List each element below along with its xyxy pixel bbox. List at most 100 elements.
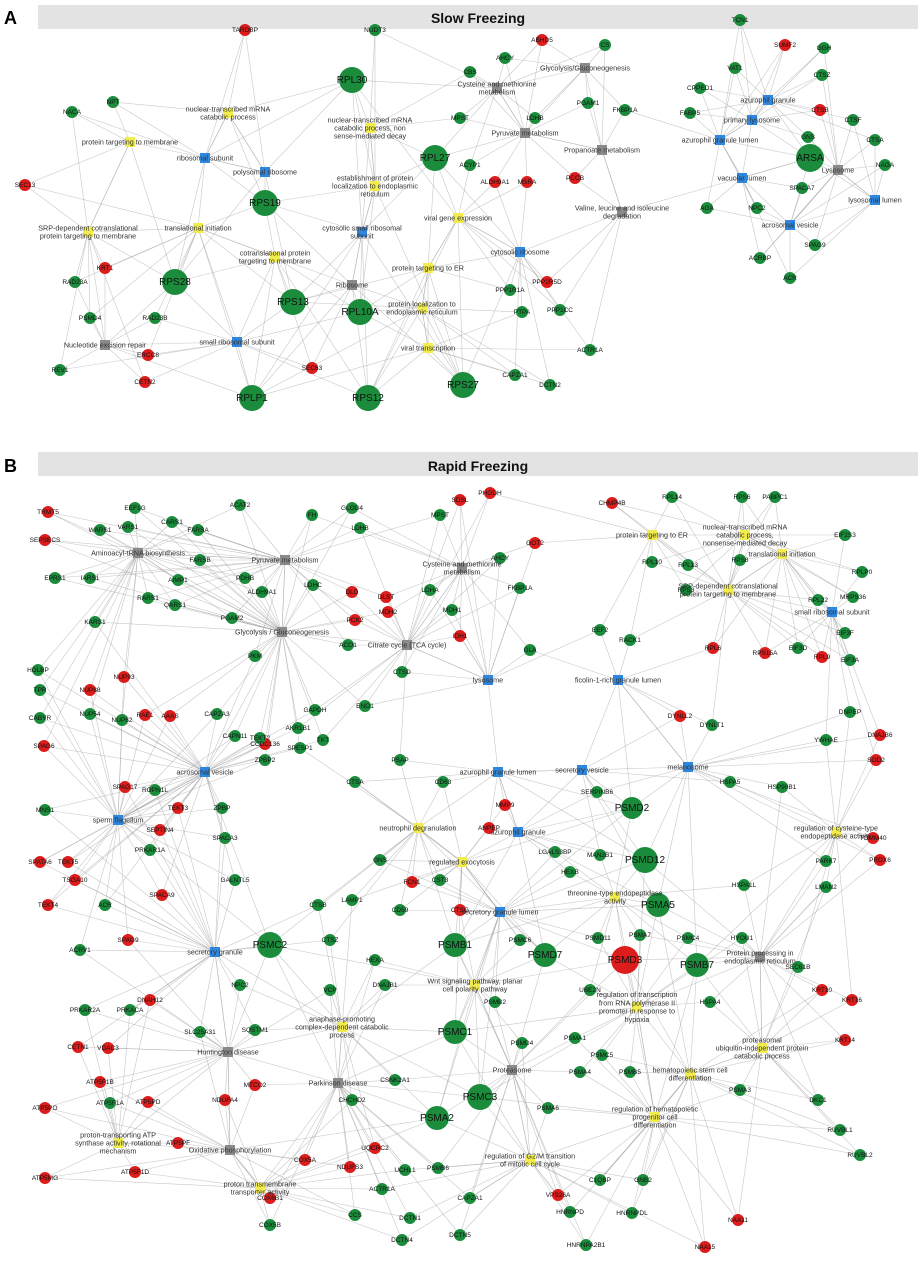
edge [24, 141, 131, 186]
edge [154, 789, 216, 953]
edge [671, 496, 729, 591]
edge [469, 132, 526, 166]
gene-label: SDSL [452, 497, 469, 504]
edge [259, 1099, 353, 1189]
edge [434, 87, 498, 159]
gene-node [252, 190, 278, 216]
gene-label: CHCHD2 [338, 1097, 365, 1104]
edge [706, 177, 743, 209]
gene-node [211, 708, 223, 720]
gene-label: RPS8 [732, 557, 749, 564]
gene-label: HEXB [561, 869, 579, 876]
edge [204, 759, 266, 773]
edge [364, 644, 408, 707]
edge [104, 904, 216, 953]
gene-label: NPC2 [231, 982, 249, 989]
edge [244, 577, 283, 633]
edge [417, 827, 441, 881]
gene-node [634, 929, 646, 941]
edge [264, 631, 283, 761]
gene-node [682, 932, 694, 944]
gene-label: MNS1 [36, 807, 54, 814]
edge [741, 119, 753, 179]
edge [71, 111, 206, 159]
gene-label: CTSB [811, 107, 828, 114]
gene-node [234, 979, 246, 991]
edge [511, 1037, 576, 1071]
edge [43, 745, 119, 821]
edge [835, 734, 881, 833]
edge [454, 831, 519, 946]
edge [204, 112, 229, 159]
gene-node [541, 276, 553, 288]
edge [261, 559, 286, 593]
edge [214, 904, 319, 953]
edge [427, 347, 551, 386]
edge [104, 227, 199, 269]
gene-node [467, 1084, 493, 1110]
gene-node [256, 586, 268, 598]
edge [251, 256, 276, 399]
edge [496, 44, 606, 89]
edge [814, 199, 876, 246]
term-label: small ribosomal subunit [794, 608, 869, 617]
edge [639, 934, 761, 958]
edge [259, 1082, 339, 1189]
edge [789, 187, 803, 226]
term-node [193, 223, 203, 233]
edge [589, 896, 616, 991]
edge [789, 199, 876, 226]
edge [281, 631, 349, 646]
edge [244, 559, 286, 579]
gene-node [812, 594, 824, 606]
term-label: Pyruvate metabolism [491, 129, 558, 138]
gene-label: FARSB [189, 557, 210, 564]
edge [751, 109, 821, 121]
term-label: cytosolic ribosome [490, 248, 549, 257]
edge [499, 896, 616, 913]
edge [574, 1006, 638, 1039]
edge [517, 831, 571, 873]
gene-label: SEC13 [15, 182, 36, 189]
gene-node [536, 34, 548, 46]
gene-label: HSPA4 [700, 999, 721, 1006]
edge [759, 956, 823, 991]
gene-node [396, 1234, 408, 1246]
edge [199, 951, 216, 1033]
edge [104, 281, 176, 346]
gene-node [834, 1124, 846, 1136]
gene-label: LAMP1 [341, 897, 363, 904]
gene-node [249, 1079, 261, 1091]
edge [727, 496, 776, 591]
edge [137, 552, 246, 579]
gene-label: CSNK2A1 [380, 1077, 410, 1084]
gene-label: MRPS36 [840, 594, 866, 601]
edge [574, 177, 623, 213]
edge [589, 211, 623, 351]
term-label: proteasomal ubiquitin-independent protein… [716, 1035, 809, 1060]
edge [261, 591, 283, 633]
gene-label: VARS1 [118, 524, 139, 531]
edge [224, 1051, 229, 1101]
gene-node [69, 874, 81, 886]
gene-label: TEKT3 [168, 805, 189, 812]
edge [254, 1026, 343, 1031]
edge [281, 631, 408, 646]
edge [461, 831, 519, 863]
edge [744, 534, 783, 555]
term-label: protein targeting to ER [616, 531, 688, 540]
edge [89, 713, 119, 821]
edge [687, 766, 827, 862]
edge [459, 1069, 513, 1236]
term-node [515, 247, 525, 257]
gene-node [306, 509, 318, 521]
edge [44, 1142, 119, 1179]
edge [569, 871, 616, 898]
gene-label: CS [600, 42, 610, 49]
term-label: Glycolysis / Gluconeogenesis [235, 628, 329, 637]
gene-label: SEC61B [786, 964, 811, 971]
edge [751, 47, 825, 121]
gene-node [594, 849, 606, 861]
edge [227, 112, 266, 204]
gene-label: TOMM40 [860, 835, 887, 842]
